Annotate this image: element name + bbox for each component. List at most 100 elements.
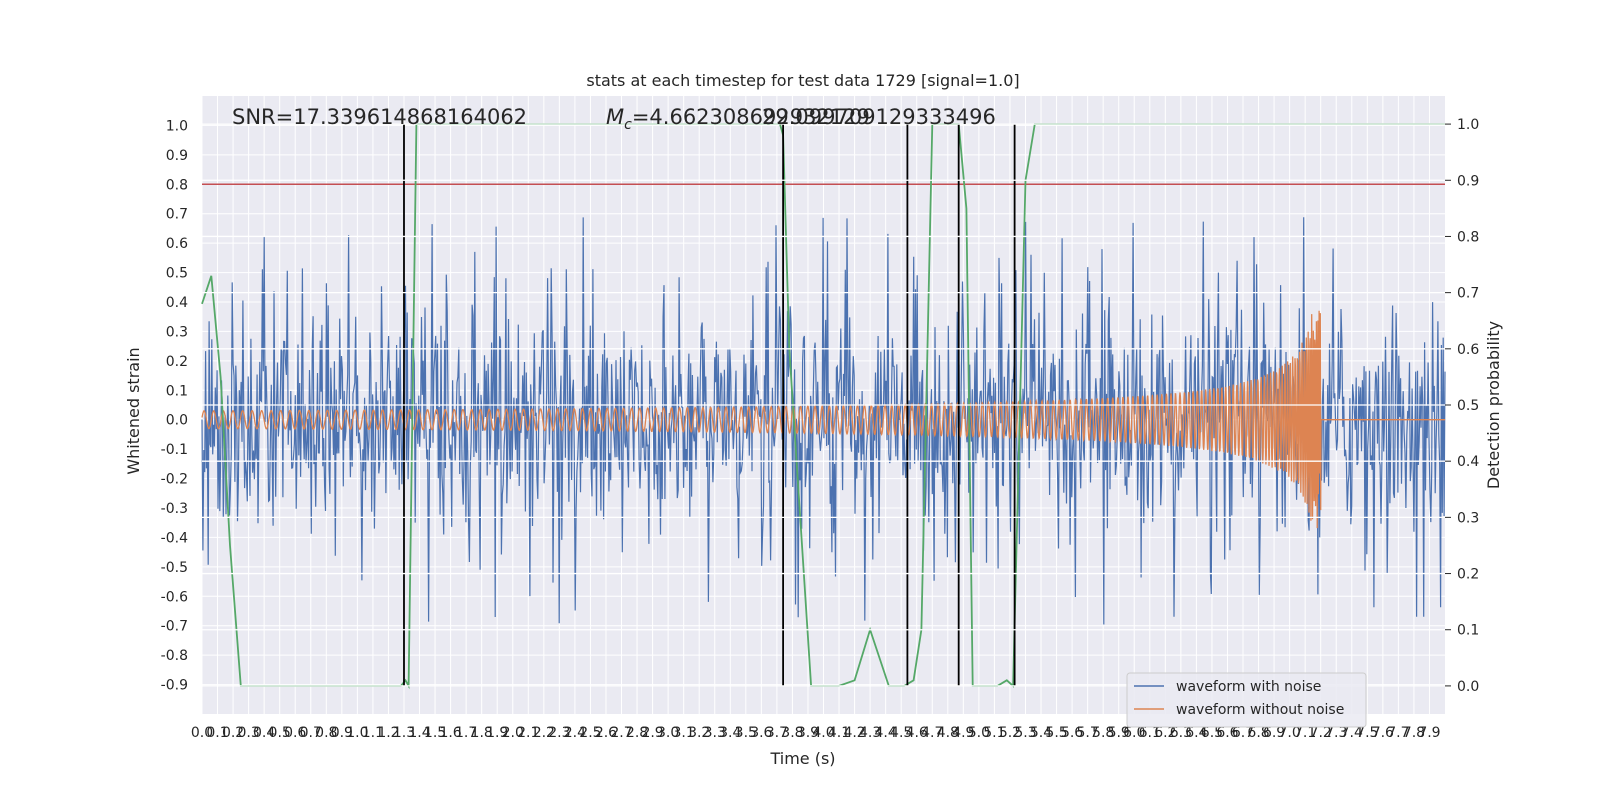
right-tick-label: 0.6 bbox=[1457, 342, 1479, 358]
x-tick-label: 7.5 bbox=[1356, 725, 1378, 741]
x-tick-label: 3.8 bbox=[781, 725, 803, 741]
x-tick-label: 6.8 bbox=[1247, 725, 1269, 741]
x-tick-label: 0.9 bbox=[331, 725, 353, 741]
x-tick-label: 4.6 bbox=[906, 725, 928, 741]
y-tick-label: -0.7 bbox=[161, 619, 188, 635]
chirp-mass-value: =4.662308692932129 bbox=[632, 105, 870, 129]
x-tick-label: 2.1 bbox=[517, 725, 539, 741]
chart-title: stats at each timestep for test data 172… bbox=[586, 71, 1019, 90]
x-tick-label: 1.4 bbox=[408, 725, 430, 741]
x-tick-label: 4.4 bbox=[875, 725, 897, 741]
x-tick-label: 1.9 bbox=[486, 725, 508, 741]
x-tick-label: 7.4 bbox=[1341, 725, 1363, 741]
x-tick-label: 4.0 bbox=[812, 725, 834, 741]
x-tick-label: 1.0 bbox=[346, 725, 368, 741]
x-tick-label: 7.1 bbox=[1294, 725, 1316, 741]
x-tick-label: 2.7 bbox=[610, 725, 632, 741]
x-tick-label: 2.3 bbox=[548, 725, 570, 741]
x-tick-label: 3.7 bbox=[766, 725, 788, 741]
y-tick-label: 0.3 bbox=[166, 324, 188, 340]
x-tick-label: 5.0 bbox=[968, 725, 990, 741]
x-tick-label: 3.9 bbox=[797, 725, 819, 741]
y-tick-label: -0.3 bbox=[161, 501, 188, 517]
x-tick-label: 6.1 bbox=[1139, 725, 1161, 741]
y-tick-label: -0.5 bbox=[161, 560, 188, 576]
x-tick-label: 6.2 bbox=[1154, 725, 1176, 741]
right-tick-label: 0.9 bbox=[1457, 173, 1479, 189]
x-tick-label: 1.3 bbox=[393, 725, 415, 741]
x-tick-label: 6.3 bbox=[1170, 725, 1192, 741]
x-tick-label: 0.0 bbox=[191, 725, 213, 741]
legend-label-noise: waveform with noise bbox=[1176, 679, 1321, 695]
x-tick-label: 4.3 bbox=[859, 725, 881, 741]
x-tick-label: 7.6 bbox=[1372, 725, 1394, 741]
x-tick-label: 6.7 bbox=[1232, 725, 1254, 741]
right-tick-label: 0.8 bbox=[1457, 229, 1479, 245]
y-tick-label: -0.1 bbox=[161, 442, 188, 458]
x-tick-label: 0.7 bbox=[300, 725, 322, 741]
snr-annotation: SNR=17.339614868164062 bbox=[232, 105, 527, 129]
x-tick-label: 2.2 bbox=[533, 725, 555, 741]
y-tick-label: 0.5 bbox=[166, 266, 188, 282]
x-tick-label: 1.8 bbox=[471, 725, 493, 741]
x-tick-label: 1.5 bbox=[424, 725, 446, 741]
chirp-mass-annotation: Mc=4.662308692932129 bbox=[606, 105, 870, 133]
y-axis-label-right: Detection probability bbox=[1484, 321, 1503, 489]
x-axis-label: Time (s) bbox=[769, 749, 835, 768]
x-tick-label: 3.4 bbox=[719, 725, 741, 741]
right-tick-label: 0.1 bbox=[1457, 623, 1479, 639]
y-tick-label: 0.1 bbox=[166, 383, 188, 399]
y-tick-label: 0.7 bbox=[166, 207, 188, 223]
x-tick-label: 6.4 bbox=[1185, 725, 1207, 741]
y-tick-label: 0.2 bbox=[166, 354, 188, 370]
x-tick-label: 0.8 bbox=[315, 725, 337, 741]
x-tick-label: 2.9 bbox=[641, 725, 663, 741]
x-tick-label: 4.9 bbox=[952, 725, 974, 741]
x-tick-label: 3.2 bbox=[688, 725, 710, 741]
y-tick-label: -0.9 bbox=[161, 678, 188, 694]
x-tick-label: 7.7 bbox=[1387, 725, 1409, 741]
x-tick-label: 5.5 bbox=[1045, 725, 1067, 741]
x-tick-label: 0.2 bbox=[222, 725, 244, 741]
right-tick-label: 0.4 bbox=[1457, 454, 1479, 470]
y-tick-label: 0.4 bbox=[166, 295, 188, 311]
y-tick-label: -0.4 bbox=[161, 530, 188, 546]
right-tick-label: 0.5 bbox=[1457, 398, 1479, 414]
x-tick-label: 7.9 bbox=[1418, 725, 1440, 741]
chirp-mass-symbol: M bbox=[606, 105, 624, 129]
x-tick-label: 5.4 bbox=[1030, 725, 1052, 741]
x-tick-label: 5.3 bbox=[1014, 725, 1036, 741]
x-tick-label: 3.0 bbox=[657, 725, 679, 741]
x-tick-label: 3.3 bbox=[704, 725, 726, 741]
chirp-mass-subscript: c bbox=[624, 117, 632, 133]
x-tick-label: 1.7 bbox=[455, 725, 477, 741]
x-tick-label: 3.5 bbox=[735, 725, 757, 741]
right-tick-label: 1.0 bbox=[1457, 117, 1479, 133]
x-tick-label: 2.8 bbox=[626, 725, 648, 741]
x-tick-label: 6.5 bbox=[1201, 725, 1223, 741]
x-tick-label: 7.8 bbox=[1403, 725, 1425, 741]
x-tick-label: 0.6 bbox=[284, 725, 306, 741]
x-tick-label: 3.1 bbox=[673, 725, 695, 741]
y-axis-label: Whitened strain bbox=[124, 347, 143, 474]
x-tick-label: 0.4 bbox=[253, 725, 275, 741]
y-tick-label: -0.2 bbox=[161, 472, 188, 488]
x-tick-label: 4.2 bbox=[843, 725, 865, 741]
x-tick-label: 0.5 bbox=[269, 725, 291, 741]
overlap-annotation: 29.099709129333496 bbox=[762, 105, 996, 129]
x-tick-label: 5.6 bbox=[1061, 725, 1083, 741]
x-tick-label: 7.3 bbox=[1325, 725, 1347, 741]
x-tick-label: 2.4 bbox=[564, 725, 586, 741]
right-tick-label: 0.3 bbox=[1457, 510, 1479, 526]
y-tick-label: -0.8 bbox=[161, 648, 188, 664]
y-tick-label: -0.6 bbox=[161, 589, 188, 605]
x-tick-label: 6.6 bbox=[1216, 725, 1238, 741]
x-tick-label: 6.9 bbox=[1263, 725, 1285, 741]
y-tick-label: 0.9 bbox=[166, 148, 188, 164]
y-tick-label: 0.6 bbox=[166, 236, 188, 252]
right-tick-label: 0.0 bbox=[1457, 679, 1479, 695]
series-noise-line bbox=[201, 217, 1446, 625]
y-tick-label: 0.0 bbox=[166, 413, 188, 429]
legend-label-clean: waveform without noise bbox=[1176, 702, 1344, 718]
